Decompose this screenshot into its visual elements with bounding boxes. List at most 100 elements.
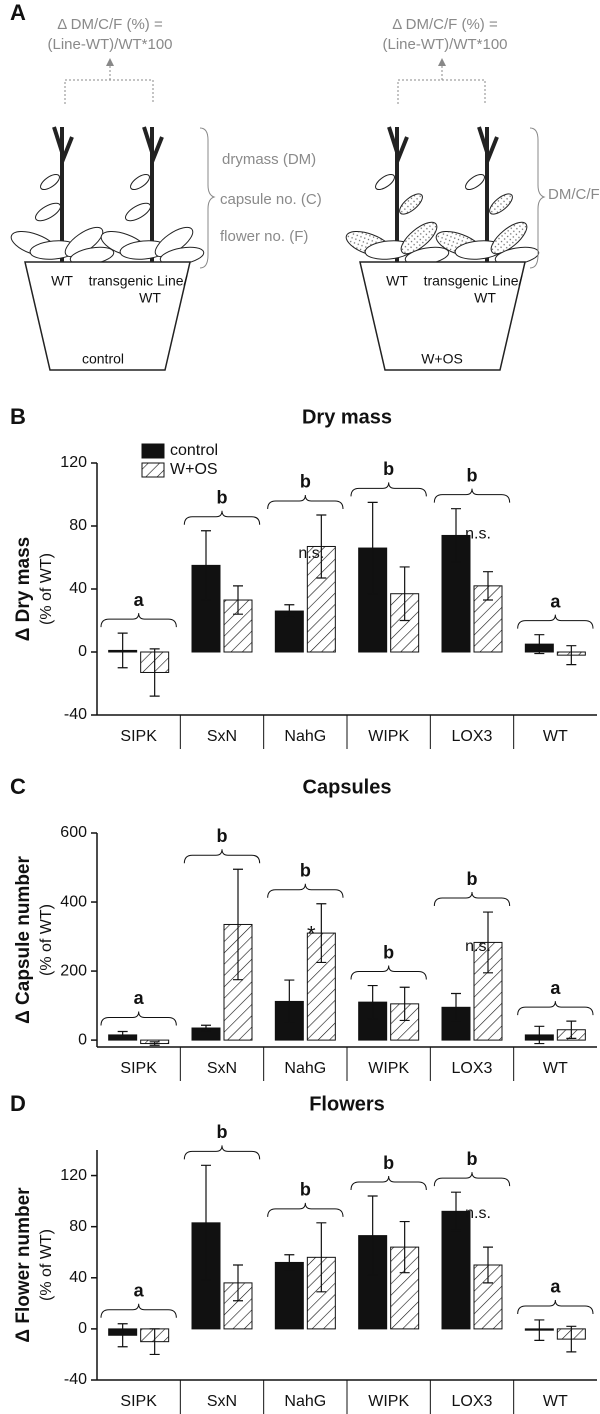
y-axis-label: Δ Flower number bbox=[13, 1187, 34, 1343]
group-brace bbox=[183, 1145, 261, 1160]
error-bar bbox=[233, 1264, 243, 1302]
error-bar bbox=[566, 1020, 577, 1039]
error-bar bbox=[483, 1246, 493, 1284]
error-bar bbox=[399, 1220, 410, 1274]
group-letter: b bbox=[383, 459, 394, 479]
error-bar bbox=[316, 514, 327, 579]
plant bbox=[431, 125, 543, 270]
treatment: W+OS bbox=[421, 351, 463, 367]
x-tick-label: WT bbox=[543, 728, 568, 745]
y-tick-label: 40 bbox=[69, 1269, 87, 1286]
y-tick-label: 40 bbox=[69, 580, 87, 597]
group-brace bbox=[517, 1299, 594, 1314]
group-letter: b bbox=[217, 487, 228, 507]
group-letter: b bbox=[467, 869, 478, 889]
y-axis-label: Δ Capsule number bbox=[13, 856, 34, 1024]
error-bar bbox=[233, 868, 243, 981]
error-bar bbox=[284, 604, 295, 618]
x-tick-label: NahG bbox=[284, 1060, 326, 1077]
group-brace bbox=[267, 1202, 344, 1217]
y-axis-label: (% of WT) bbox=[38, 1229, 55, 1301]
panel-a: A Δ DM/C/F (%) = (Line-WT)/WT*100 drymas… bbox=[6, 0, 600, 371]
x-tick-label: WIPK bbox=[368, 1393, 409, 1410]
x-tick-label: LOX3 bbox=[452, 1393, 493, 1410]
y-axis-label: Δ Dry mass bbox=[13, 537, 34, 642]
group-letter: b bbox=[467, 465, 478, 485]
formula: Δ DM/C/F (%) = bbox=[392, 16, 498, 33]
error-bar bbox=[534, 1319, 545, 1341]
annotation: n.s. bbox=[465, 525, 491, 542]
group-letter: b bbox=[383, 942, 394, 962]
annotation: n.s. bbox=[465, 1205, 491, 1222]
group-brace bbox=[433, 892, 511, 907]
arrow-head bbox=[438, 58, 446, 66]
legend-label: control bbox=[170, 442, 218, 459]
pot-label: WT bbox=[139, 290, 161, 306]
group-brace bbox=[100, 1011, 177, 1026]
y-axis-label: (% of WT) bbox=[38, 553, 55, 625]
x-tick-label: LOX3 bbox=[452, 1060, 493, 1077]
group-brace bbox=[267, 494, 344, 509]
error-bar bbox=[534, 1025, 545, 1045]
annotation: * bbox=[307, 922, 316, 947]
group-brace bbox=[350, 1175, 427, 1191]
error-bar bbox=[451, 1191, 461, 1232]
x-tick-label: SIPK bbox=[120, 1393, 157, 1410]
legend-label: W+OS bbox=[170, 461, 218, 478]
error-bar bbox=[534, 634, 545, 655]
group-letter: a bbox=[550, 591, 561, 611]
error-bar bbox=[117, 1323, 128, 1348]
group-letter: b bbox=[217, 826, 228, 846]
x-tick-label: WT bbox=[543, 1060, 568, 1077]
x-tick-label: SIPK bbox=[120, 1060, 157, 1077]
error-bar bbox=[367, 1195, 378, 1276]
pot-label: WT bbox=[51, 273, 73, 289]
error-bar bbox=[566, 645, 577, 666]
group-letter: b bbox=[300, 861, 311, 881]
error-bar bbox=[566, 1325, 577, 1353]
pot bbox=[24, 261, 191, 371]
error-bar bbox=[149, 648, 160, 697]
y-tick-label: 400 bbox=[60, 893, 87, 910]
error-bar bbox=[201, 1164, 211, 1281]
group-letter: a bbox=[134, 988, 145, 1008]
formula: Δ DM/C/F (%) = bbox=[57, 16, 163, 33]
group-brace bbox=[350, 965, 427, 980]
group-brace bbox=[433, 1172, 511, 1187]
group-brace bbox=[350, 482, 427, 497]
x-tick-label: WIPK bbox=[368, 1060, 409, 1077]
error-bar bbox=[284, 979, 295, 1024]
error-bar bbox=[367, 501, 378, 595]
y-tick-label: 600 bbox=[60, 824, 87, 841]
plant bbox=[341, 125, 453, 270]
y-tick-label: -40 bbox=[64, 706, 87, 723]
error-bar bbox=[316, 903, 327, 964]
x-tick-label: SxN bbox=[207, 1393, 237, 1410]
x-tick-label: WT bbox=[543, 1393, 568, 1410]
treatment: control bbox=[82, 351, 124, 367]
arrow-head bbox=[106, 58, 114, 66]
measure: drymass (DM) bbox=[222, 151, 316, 168]
pot-label: WT bbox=[474, 290, 496, 306]
formula: (Line-WT)/WT*100 bbox=[47, 36, 172, 53]
y-axis-label: (% of WT) bbox=[38, 904, 55, 976]
measure: flower no. (F) bbox=[220, 228, 308, 245]
x-tick-label: LOX3 bbox=[452, 728, 493, 745]
group-letter: a bbox=[550, 978, 561, 998]
panel-label: C bbox=[10, 774, 26, 799]
bar bbox=[274, 1261, 304, 1330]
error-bar bbox=[316, 1222, 327, 1293]
error-bar bbox=[149, 1328, 160, 1356]
error-bar bbox=[399, 986, 410, 1022]
panel-label: D bbox=[10, 1091, 26, 1116]
chart-title: Dry mass bbox=[302, 406, 392, 428]
measure: capsule no. (C) bbox=[220, 191, 322, 208]
error-bar bbox=[201, 1024, 211, 1032]
y-tick-label: 0 bbox=[78, 1320, 87, 1337]
group-letter: b bbox=[467, 1149, 478, 1169]
group-brace bbox=[433, 488, 511, 503]
panel-label: A bbox=[10, 0, 26, 25]
group-letter: b bbox=[383, 1153, 394, 1173]
group-brace bbox=[100, 613, 177, 628]
error-bar bbox=[451, 992, 461, 1022]
